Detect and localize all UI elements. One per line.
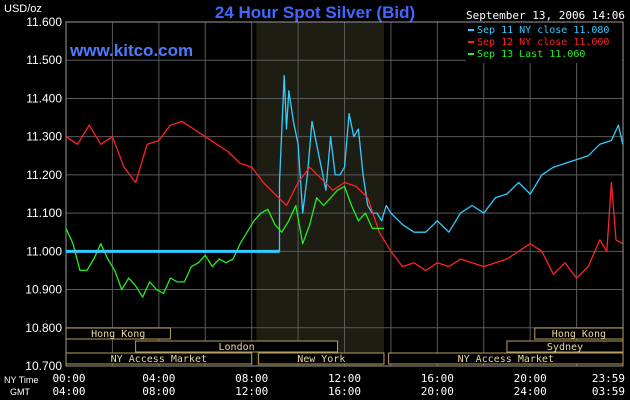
session-bar [65,327,171,340]
series-line-2 [65,185,384,298]
gmt-tick-label: 12:00 [235,385,268,398]
new-york-session-shade [256,22,384,366]
session-label: NY Access Market [458,354,554,365]
legend-label: Sep 12 NY close 11.000 [477,37,609,48]
y-axis-label: USD/oz [4,3,42,15]
ny-tick-label: 08:00 [235,372,268,385]
session-label: Sydney [547,342,583,353]
ny-tick-label: 00:00 [52,372,85,385]
y-tick-label: 11.200 [26,168,62,182]
y-tick-label: 11.300 [26,130,62,144]
session-label: London [219,342,255,353]
series-lines [65,74,624,298]
kitco-watermark: www.kitco.com [69,41,193,60]
session-bar [65,352,253,365]
session-bar [258,352,385,365]
ny-time-label: NY Time [4,375,38,385]
gmt-tick-label: 24:00 [514,385,547,398]
ny-tick-label: 12:00 [328,372,361,385]
gmt-tick-label: 16:00 [328,385,361,398]
legend-label: Sep 13 Last 11.060 [477,49,585,60]
y-tick-label: 11.500 [26,53,62,67]
session-bar [506,340,624,353]
ny-tick-label: 04:00 [142,372,175,385]
chart-title: 24 Hour Spot Silver (Bid) [215,3,415,22]
legend-box [466,23,622,63]
date-stamp: September 13, 2006 14:06 [466,9,625,22]
session-bar [388,352,624,365]
y-tick-label: 11.600 [26,15,62,29]
plot-frame [65,21,624,367]
y-tick-label: 11.400 [26,91,62,105]
y-tick-label: 10.900 [25,283,62,297]
y-tick-label: 10.800 [25,321,62,335]
session-bar [534,327,624,340]
y-tick-label: 11.000 [26,244,62,258]
session-bar [135,340,339,353]
ny-tick-label: 23:59 [592,372,625,385]
gmt-tick-label: 04:00 [52,385,85,398]
session-label: NY Access Market [111,354,207,365]
session-label: New York [297,354,345,365]
ny-tick-label: 20:00 [514,372,547,385]
series-line-0 [66,74,624,252]
x-tick-labels: 00:0004:0004:0008:0008:0012:0012:0016:00… [52,372,625,398]
gmt-label: GMT [10,387,30,397]
session-label: Hong Kong [91,329,145,340]
gmt-tick-label: 03:59 [592,385,625,398]
gmt-tick-label: 20:00 [421,385,454,398]
session-label: Hong Kong [552,329,606,340]
y-tick-label: 11.100 [26,206,62,220]
legend-label: Sep 11 NY close 11.080 [477,25,609,36]
series-line-1 [65,120,624,279]
ny-tick-label: 16:00 [421,372,454,385]
y-tick-labels: 11.600 11.500 11.400 11.300 11.200 11.100 11.0… [25,15,62,373]
gmt-tick-label: 08:00 [142,385,175,398]
y-tick-label: 10.700 [25,359,62,373]
